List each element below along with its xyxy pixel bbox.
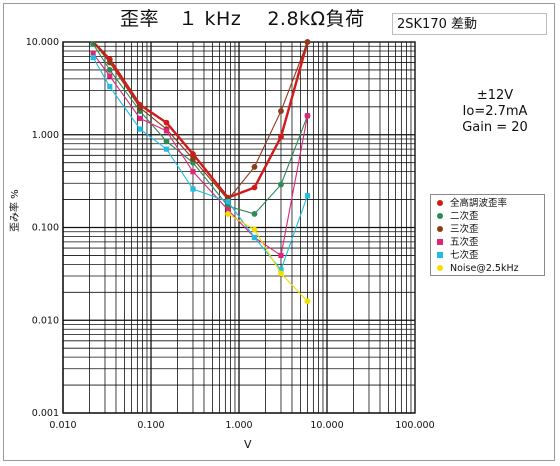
data-point: [163, 128, 170, 134]
y-tick-label: 0.010: [32, 315, 59, 326]
data-point: [90, 41, 97, 47]
condition-current: Io=2.7mA: [462, 104, 528, 119]
legend-marker: [437, 199, 443, 206]
data-point: [304, 113, 311, 119]
x-tick-label: 10.000: [310, 420, 343, 431]
data-point: [190, 155, 196, 162]
legend-marker: [437, 225, 443, 232]
x-tick-label: 1.000: [225, 420, 252, 431]
y-tick-label: 1.000: [32, 130, 59, 141]
legend-label: 五次歪: [450, 237, 479, 248]
data-point: [163, 146, 170, 152]
data-point: [225, 199, 231, 205]
data-point: [278, 108, 284, 114]
data-point: [251, 234, 258, 241]
data-point: [251, 164, 258, 170]
condition-gain: Gain = 20: [462, 120, 528, 135]
plot-border: [62, 41, 416, 414]
legend-item: Noise@2.5kHz: [437, 262, 544, 275]
legend-label: 三次歪: [450, 224, 479, 235]
x-tick-label: 0.100: [137, 420, 164, 431]
data-point: [190, 169, 196, 175]
data-point: [190, 151, 196, 157]
chart-frame: [3, 3, 555, 461]
x-tick-label: 100.000: [395, 420, 434, 431]
x-tick-label: 0.010: [49, 420, 76, 431]
data-point: [278, 181, 284, 188]
data-point: [90, 50, 96, 57]
data-point: [163, 119, 170, 126]
data-point: [304, 39, 311, 45]
device-label: 2SK170 差動: [392, 13, 547, 35]
legend-label: Noise@2.5kHz: [450, 263, 519, 274]
data-point: [278, 252, 284, 259]
data-point: [278, 267, 284, 273]
legend-item: 全高調波歪率: [437, 197, 544, 210]
data-point: [251, 211, 258, 217]
test-conditions: ±12V Io=2.7mA Gain = 20: [440, 88, 550, 136]
data-point: [106, 59, 113, 66]
data-point: [304, 298, 311, 305]
data-point: [90, 54, 96, 61]
condition-supply: ±12V: [476, 88, 514, 103]
legend-label: 七次歪: [450, 250, 479, 261]
chart-title: 歪率 １ kHz 2.8kΩ負荷: [120, 8, 365, 30]
legend-item: 七次歪: [437, 249, 544, 262]
data-point: [163, 138, 170, 145]
data-point: [278, 133, 284, 140]
legend-marker: [437, 264, 443, 271]
y-axis-label: 歪み率 %: [10, 189, 21, 232]
legend-marker: [437, 238, 443, 245]
legend-item: 三次歪: [437, 223, 544, 236]
data-point: [251, 226, 258, 233]
data-point: [107, 73, 113, 79]
legend-label: 全高調波歪率: [450, 198, 508, 209]
data-point: [190, 186, 196, 192]
data-point: [278, 270, 284, 277]
legend-label: 二次歪: [450, 211, 479, 222]
data-point: [137, 115, 143, 122]
y-tick-label: 0.100: [32, 223, 59, 234]
data-point: [106, 67, 113, 73]
data-point: [225, 211, 231, 217]
data-point: [251, 184, 258, 191]
series-line-6: [227, 213, 308, 302]
legend: 全高調波歪率 二次歪三次歪五次歪七次歪 Noise@2.5kHz: [430, 194, 545, 276]
x-axis-label: V: [244, 438, 252, 451]
y-tick-label: 0.001: [32, 408, 59, 419]
y-tick-label: 10.000: [26, 37, 59, 48]
data-point: [137, 126, 143, 132]
legend-marker: [437, 212, 443, 219]
data-point: [107, 84, 113, 90]
legend-marker: [437, 251, 443, 258]
data-point: [304, 193, 311, 199]
legend-item: 二次歪: [437, 210, 544, 223]
data-point: [137, 104, 143, 111]
legend-item: 五次歪: [437, 236, 544, 249]
data-point: [225, 207, 231, 213]
